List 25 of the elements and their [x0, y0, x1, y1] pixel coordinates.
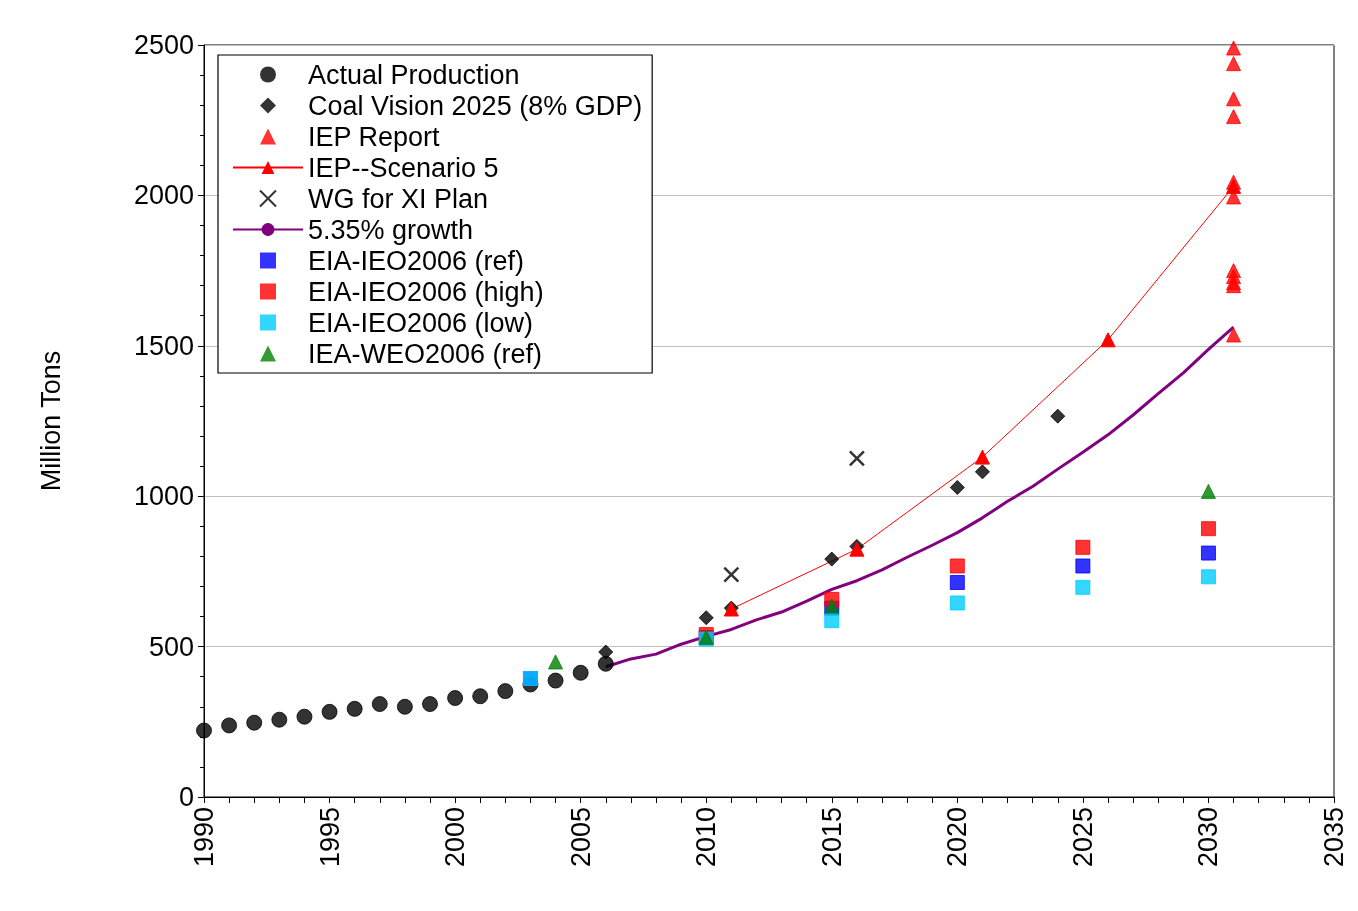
- x-tick-label: 2015: [816, 807, 847, 868]
- legend-label: IEP Report: [308, 121, 441, 152]
- y-tick-label: 500: [148, 631, 194, 662]
- x-tick-label: 2020: [942, 807, 973, 868]
- legend-label: EIA-IEO2006 (low): [308, 307, 534, 338]
- y-tick-label: 1500: [133, 330, 194, 361]
- y-axis-title: Million Tons: [35, 350, 66, 492]
- legend-label: IEP--Scenario 5: [308, 152, 499, 183]
- x-tick-label: 2000: [440, 807, 471, 868]
- legend-label: EIA-IEO2006 (high): [308, 276, 544, 307]
- legend-label: 5.35% growth: [308, 214, 474, 245]
- x-tick-label: 1995: [314, 807, 345, 868]
- legend-label: EIA-IEO2006 (ref): [308, 245, 525, 276]
- x-tick-label: 2030: [1193, 807, 1224, 868]
- legend-label: Coal Vision 2025 (8% GDP): [308, 90, 643, 121]
- y-tick-label: 2000: [133, 180, 194, 211]
- legend-label: WG for XI Plan: [308, 183, 489, 214]
- x-tick-label: 2025: [1067, 807, 1098, 868]
- x-tick-label: 2005: [565, 807, 596, 868]
- y-tick-label: 2500: [133, 30, 194, 60]
- legend-label: IEA-WEO2006 (ref): [308, 338, 543, 369]
- x-tick-label: 2010: [691, 807, 722, 868]
- x-tick-label: 2035: [1319, 807, 1349, 868]
- legend-label: Actual Production: [308, 59, 520, 90]
- y-tick-label: 1000: [133, 481, 194, 512]
